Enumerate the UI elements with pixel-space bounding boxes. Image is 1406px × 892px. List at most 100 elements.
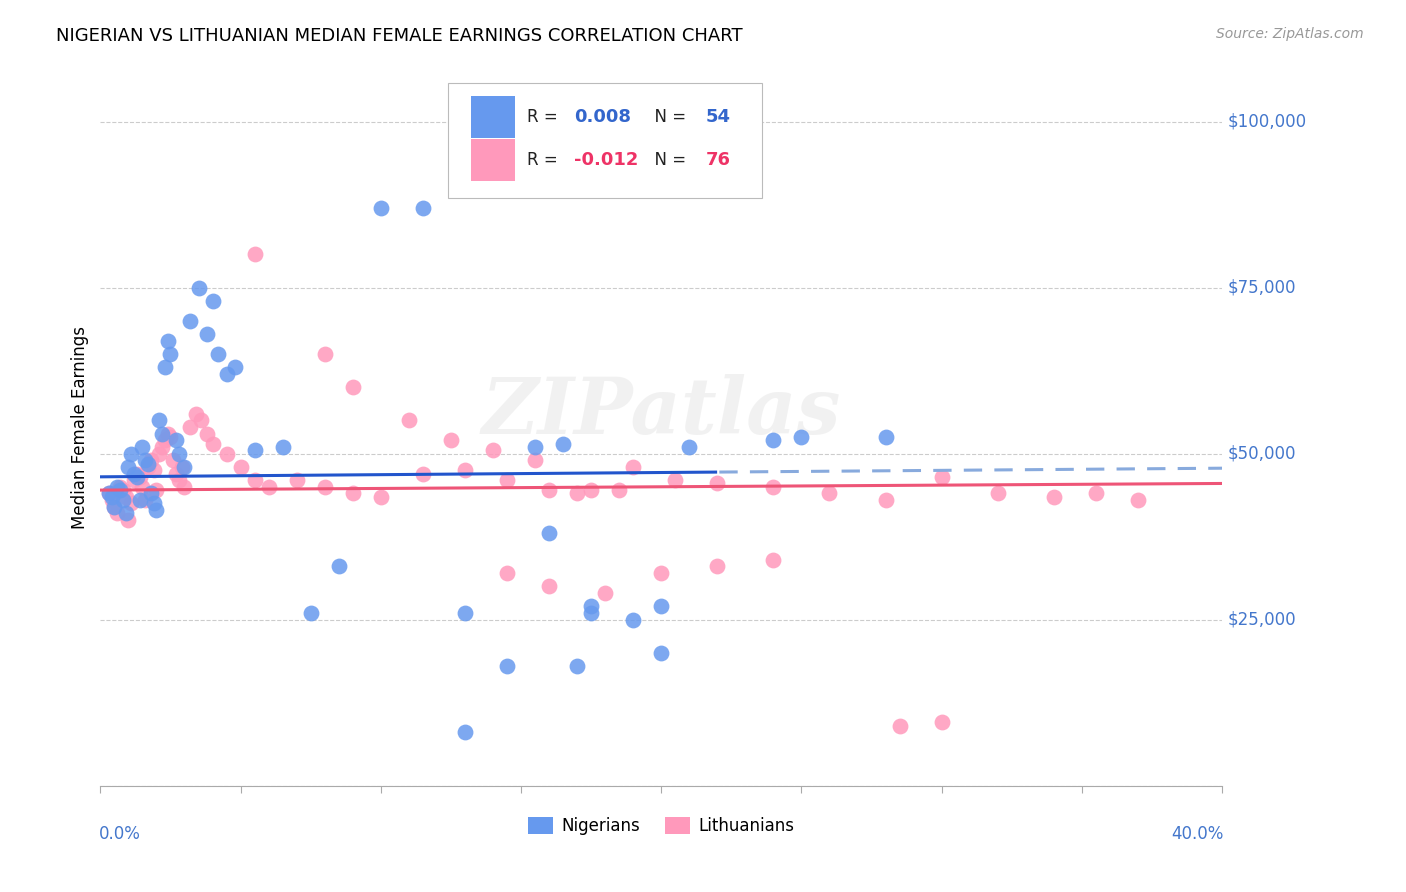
Point — [173, 459, 195, 474]
Point — [111, 493, 134, 508]
Point — [243, 473, 266, 487]
Point — [370, 490, 392, 504]
Point — [125, 467, 148, 481]
Point — [440, 434, 463, 448]
Point — [156, 334, 179, 348]
Text: $50,000: $50,000 — [1227, 444, 1296, 463]
Point — [621, 613, 644, 627]
Point — [454, 606, 477, 620]
Point — [159, 430, 181, 444]
Point — [299, 606, 322, 620]
Point — [243, 443, 266, 458]
Point — [153, 434, 176, 448]
Point — [201, 293, 224, 308]
Point — [120, 447, 142, 461]
Point — [184, 407, 207, 421]
Point — [412, 467, 434, 481]
Text: N =: N = — [644, 152, 692, 169]
Point — [482, 443, 505, 458]
Point — [179, 314, 201, 328]
Point — [524, 440, 547, 454]
Point — [537, 579, 560, 593]
Point — [314, 480, 336, 494]
Point — [131, 480, 153, 494]
Point — [537, 526, 560, 541]
Point — [790, 430, 813, 444]
Point — [524, 453, 547, 467]
Point — [108, 483, 131, 497]
Point — [128, 493, 150, 508]
Point — [1126, 493, 1149, 508]
Text: $75,000: $75,000 — [1227, 278, 1296, 297]
Point — [931, 470, 953, 484]
Point — [537, 483, 560, 497]
Point — [97, 486, 120, 500]
Point — [173, 480, 195, 494]
Point — [875, 430, 897, 444]
Text: -0.012: -0.012 — [574, 152, 638, 169]
Point — [103, 500, 125, 514]
Point — [134, 453, 156, 467]
Point — [136, 457, 159, 471]
Point — [134, 493, 156, 508]
Point — [889, 719, 911, 733]
Point — [607, 483, 630, 497]
Point — [412, 201, 434, 215]
Text: R =: R = — [527, 108, 562, 127]
Point — [122, 467, 145, 481]
Point — [762, 480, 785, 494]
Point — [142, 463, 165, 477]
Point — [167, 447, 190, 461]
Text: 40.0%: 40.0% — [1171, 825, 1223, 843]
Point — [565, 659, 588, 673]
Point — [195, 327, 218, 342]
Point — [150, 426, 173, 441]
Point — [117, 513, 139, 527]
Point — [165, 467, 187, 481]
Point — [650, 566, 672, 580]
Text: 0.0%: 0.0% — [100, 825, 141, 843]
Point — [139, 486, 162, 500]
Point — [111, 483, 134, 497]
Point — [257, 480, 280, 494]
Point — [100, 493, 122, 508]
Point — [579, 483, 602, 497]
Point — [162, 453, 184, 467]
Point — [1043, 490, 1066, 504]
Point — [150, 440, 173, 454]
Point — [706, 476, 728, 491]
Point — [593, 586, 616, 600]
Point — [1084, 486, 1107, 500]
Point — [621, 459, 644, 474]
Point — [105, 480, 128, 494]
Point — [145, 503, 167, 517]
FancyBboxPatch shape — [471, 139, 516, 181]
Point — [190, 413, 212, 427]
Point — [706, 559, 728, 574]
Point — [678, 440, 700, 454]
Point — [243, 247, 266, 261]
Point — [342, 380, 364, 394]
Text: 76: 76 — [706, 152, 731, 169]
Point — [314, 347, 336, 361]
FancyBboxPatch shape — [471, 96, 516, 138]
Point — [100, 490, 122, 504]
Point — [187, 280, 209, 294]
Point — [125, 470, 148, 484]
Point — [224, 360, 246, 375]
Text: NIGERIAN VS LITHUANIAN MEDIAN FEMALE EARNINGS CORRELATION CHART: NIGERIAN VS LITHUANIAN MEDIAN FEMALE EAR… — [56, 27, 742, 45]
Point — [136, 459, 159, 474]
Point — [370, 201, 392, 215]
Point — [122, 473, 145, 487]
Text: 0.008: 0.008 — [574, 108, 631, 127]
Point — [120, 496, 142, 510]
Point — [579, 606, 602, 620]
Y-axis label: Median Female Earnings: Median Female Earnings — [72, 326, 89, 529]
Point — [229, 459, 252, 474]
Point — [97, 486, 120, 500]
Point — [342, 486, 364, 500]
Text: N =: N = — [644, 108, 692, 127]
Point — [496, 659, 519, 673]
Point — [496, 473, 519, 487]
Point — [145, 483, 167, 497]
